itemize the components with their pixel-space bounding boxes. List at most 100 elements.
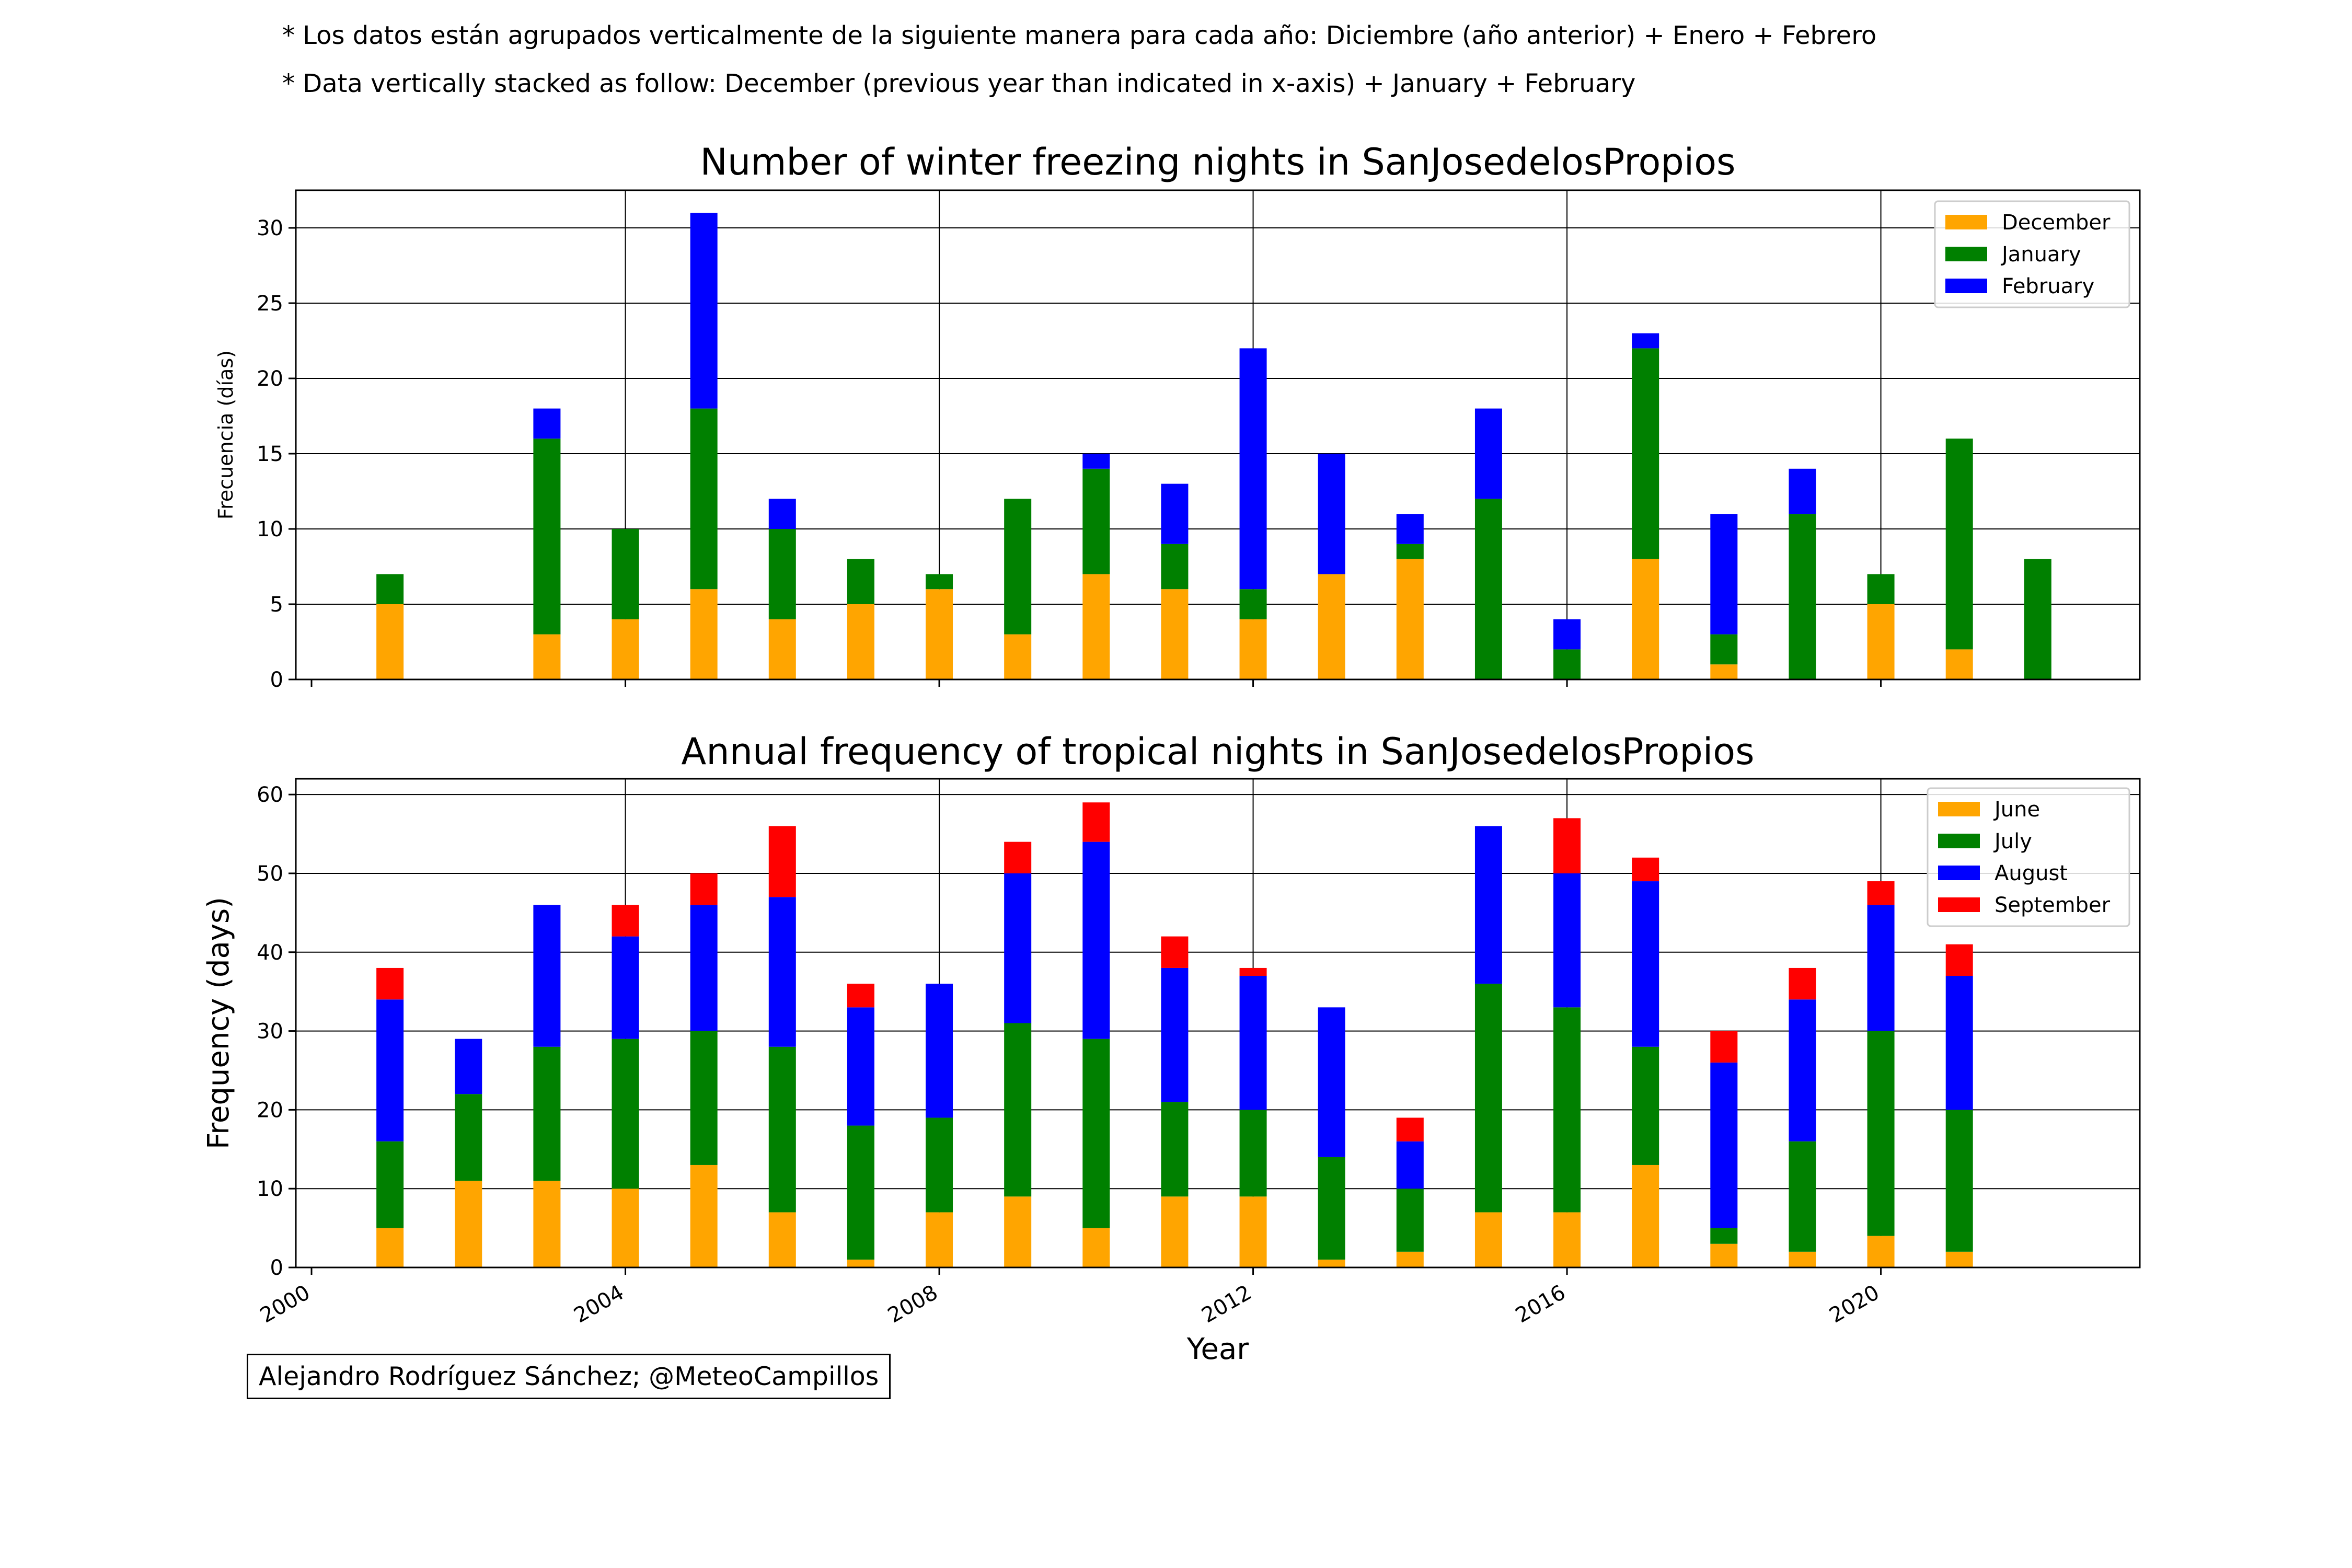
x-tick-label: 2000 [256, 1281, 314, 1328]
bar-december-2010 [1082, 574, 1110, 679]
bar-december-2009 [1004, 634, 1032, 679]
bar-june-2002 [455, 1181, 482, 1267]
bar-january-2020 [1867, 574, 1895, 604]
bar-august-2015 [1474, 826, 1502, 984]
bar-june-2021 [1945, 1251, 1973, 1267]
bar-july-2010 [1082, 1039, 1110, 1228]
plot-frame [295, 189, 2141, 681]
chart-title: Annual frequency of tropical nights in S… [681, 730, 1754, 773]
bar-august-2012 [1239, 976, 1267, 1110]
tropical-nights-chart: 0 10 20 30 40 50 60 2000 2004 2008 2012 2016 2020 Ann… [202, 730, 2141, 1366]
bar-june-2009 [1004, 1196, 1032, 1267]
bar-july-2015 [1474, 984, 1502, 1213]
legend-label-august: August [1994, 861, 2068, 885]
bar-february-2011 [1161, 483, 1189, 544]
bar-february-2003 [533, 408, 561, 439]
bar-december-2012 [1239, 619, 1267, 679]
bar-september-2018 [1710, 1031, 1738, 1063]
bar-january-2009 [1004, 499, 1032, 635]
bar-january-2006 [768, 529, 796, 619]
bar-july-2017 [1632, 1046, 1659, 1165]
bar-august-2010 [1082, 841, 1110, 1039]
y-tick-label: 5 [270, 593, 283, 617]
legend-label-january: January [2000, 243, 2081, 267]
bar-january-2007 [847, 559, 874, 604]
bar-february-2018 [1710, 514, 1738, 635]
bar-december-2013 [1318, 574, 1345, 679]
bar-december-2003 [533, 634, 561, 679]
bar-january-2021 [1945, 439, 1973, 650]
bar-june-2004 [612, 1189, 639, 1267]
bar-december-2021 [1945, 649, 1973, 679]
legend-swatch-july [1938, 834, 1980, 848]
bar-september-2017 [1632, 857, 1659, 882]
bar-august-2008 [926, 984, 953, 1118]
bar-august-2021 [1945, 976, 1973, 1110]
y-tick-label: 30 [257, 1020, 283, 1044]
bar-august-2005 [690, 905, 718, 1031]
bar-august-2017 [1632, 881, 1659, 1047]
bar-august-2014 [1396, 1141, 1424, 1189]
bar-september-2020 [1867, 881, 1895, 905]
bar-september-2012 [1239, 967, 1267, 976]
bar-august-2006 [768, 897, 796, 1047]
bar-august-2011 [1161, 967, 1189, 1102]
y-tick-label: 30 [257, 216, 283, 240]
bar-september-2007 [847, 984, 874, 1008]
bar-january-2012 [1239, 589, 1267, 619]
bar-august-2020 [1867, 905, 1895, 1031]
bar-june-2017 [1632, 1165, 1659, 1267]
bar-august-2016 [1553, 873, 1581, 1008]
bar-december-2020 [1867, 604, 1895, 679]
x-tick-label: 2008 [884, 1281, 942, 1328]
bar-september-2001 [376, 967, 404, 1000]
bar-july-2016 [1553, 1007, 1581, 1213]
y-tick-label: 0 [270, 668, 283, 692]
bar-february-2012 [1239, 348, 1267, 590]
y-axis-label: Frecuencia (días) [214, 350, 237, 520]
bar-september-2006 [768, 826, 796, 897]
x-tick-label: 2016 [1512, 1281, 1570, 1328]
bar-february-2017 [1632, 333, 1659, 349]
bar-august-2009 [1004, 873, 1032, 1023]
bar-june-2006 [768, 1212, 796, 1267]
bar-july-2011 [1161, 1102, 1189, 1197]
bar-september-2016 [1553, 818, 1581, 873]
plot-area [296, 190, 2140, 679]
bar-september-2019 [1789, 967, 1816, 1000]
legend-label-july: July [1993, 829, 2032, 854]
bar-july-2002 [455, 1094, 482, 1181]
bar-july-2020 [1867, 1031, 1895, 1236]
bar-june-2012 [1239, 1196, 1267, 1267]
bar-july-2013 [1318, 1157, 1345, 1260]
bar-august-2001 [376, 999, 404, 1142]
bar-september-2005 [690, 873, 718, 905]
bar-july-2007 [847, 1125, 874, 1260]
bar-june-2013 [1318, 1259, 1345, 1267]
x-tick-label: 2004 [570, 1281, 628, 1328]
freezing-nights-chart: 0 5 10 15 20 25 30 Number of winter freezing ni… [214, 141, 2141, 692]
bar-july-2005 [690, 1031, 718, 1165]
bar-june-2008 [926, 1212, 953, 1267]
bar-july-2019 [1789, 1141, 1816, 1252]
bar-june-2007 [847, 1259, 874, 1267]
bar-june-2001 [376, 1228, 404, 1267]
bar-january-2003 [533, 439, 561, 635]
bar-january-2008 [926, 574, 953, 590]
legend-box [1927, 787, 2130, 927]
y-tick-label: 10 [257, 517, 283, 541]
bar-december-2005 [690, 589, 718, 679]
bar-february-2019 [1789, 468, 1816, 514]
chart-title: Number of winter freezing nights in SanJ… [700, 141, 1735, 183]
bar-june-2019 [1789, 1251, 1816, 1267]
bar-july-2003 [533, 1046, 561, 1181]
bar-august-2002 [455, 1039, 482, 1094]
legend-swatch-february [1945, 279, 1987, 293]
bar-august-2004 [612, 936, 639, 1039]
credit-box: Alejandro Rodríguez Sánchez; @MeteoCampi… [247, 1354, 891, 1399]
bar-july-2004 [612, 1039, 639, 1189]
bar-june-2020 [1867, 1236, 1895, 1267]
y-tick-label: 15 [257, 442, 283, 466]
bar-february-2015 [1474, 408, 1502, 499]
legend-swatch-september [1938, 897, 1980, 912]
